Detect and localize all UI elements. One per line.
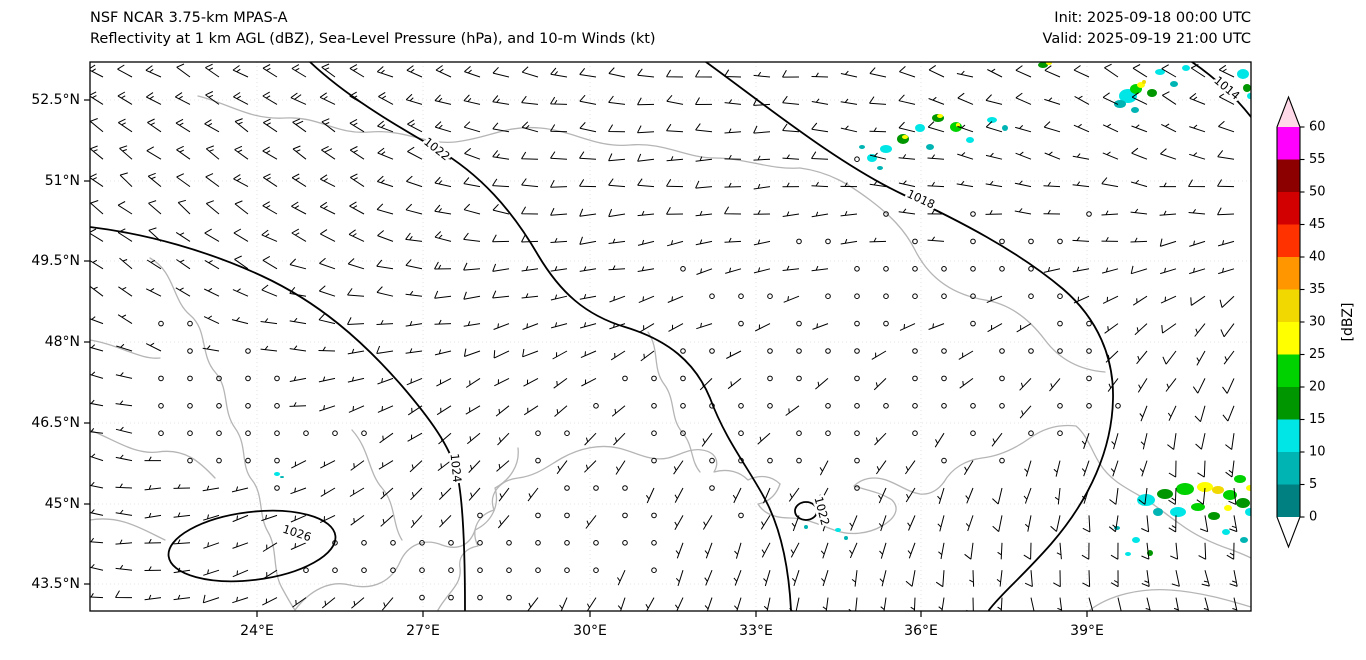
colorbar-segment <box>1277 484 1300 517</box>
contour-label: 1026 <box>281 522 313 544</box>
x-tick-label: 36°E <box>904 623 938 639</box>
colorbar-tick-label: 35 <box>1309 282 1326 297</box>
colorbar-segment <box>1277 192 1300 225</box>
wind-barb-field <box>90 63 1238 611</box>
contour-label: 1022 <box>811 495 832 527</box>
contour-label: 1018 <box>905 186 937 211</box>
y-tick-label: 48°N <box>45 334 80 350</box>
title-block: NSF NCAR 3.75-km MPAS-A Reflectivity at … <box>90 8 656 50</box>
contour-labels: 1022 1018 1014 1024 1026 1022 <box>278 71 1245 547</box>
contour-label: 1022 <box>421 134 453 163</box>
plot-frame <box>89 61 1252 612</box>
colorbar-segment <box>1277 322 1300 355</box>
colorbar: 0 5 10 15 20 25 30 35 40 45 50 55 60 [dBZ] <box>1276 95 1356 549</box>
colorbar-tick-label: 60 <box>1309 120 1326 135</box>
x-tick-label: 24°E <box>240 623 274 639</box>
contour-label: 1024 <box>448 453 465 484</box>
grid-lines <box>90 62 1251 611</box>
chart-title: NSF NCAR 3.75-km MPAS-A <box>90 10 288 26</box>
colorbar-tick-label: 30 <box>1309 315 1326 330</box>
colorbar-tick-label: 40 <box>1309 250 1326 265</box>
colorbar-segment <box>1277 387 1300 420</box>
chart-subtitle: Reflectivity at 1 km AGL (dBZ), Sea-Leve… <box>90 31 656 47</box>
reflectivity-echoes <box>274 62 1251 556</box>
colorbar-segment <box>1277 354 1300 387</box>
colorbar-tick-label: 55 <box>1309 152 1326 167</box>
y-tick-label: 46.5°N <box>31 415 80 431</box>
colorbar-unit-label: [dBZ] <box>1340 302 1356 341</box>
time-block: Init: 2025-09-18 00:00 UTC Valid: 2025-0… <box>1043 8 1251 50</box>
colorbar-under-arrow <box>1277 517 1300 547</box>
colorbar-tick-label: 10 <box>1309 445 1326 460</box>
pressure-contours <box>90 62 1251 611</box>
y-tick-label: 52.5°N <box>31 92 80 108</box>
colorbar-tick-label: 20 <box>1309 380 1326 395</box>
x-tick-label: 30°E <box>573 623 607 639</box>
colorbar-segment <box>1277 419 1300 452</box>
contour-label: 1014 <box>1211 73 1242 103</box>
colorbar-over-arrow <box>1277 97 1300 127</box>
colorbar-tick-label: 45 <box>1309 217 1326 232</box>
y-tick-label: 51°N <box>45 173 80 189</box>
colorbar-segment <box>1277 452 1300 485</box>
init-time: Init: 2025-09-18 00:00 UTC <box>1054 10 1251 26</box>
axes: 24°E 27°E 30°E 33°E 36°E 39°E 52.5°N 51°N 49.5°N… <box>31 92 1103 639</box>
colorbar-segment <box>1277 289 1300 322</box>
y-tick-label: 45°N <box>45 496 80 512</box>
colorbar-segment <box>1277 159 1300 192</box>
colorbar-tick-label: 15 <box>1309 412 1326 427</box>
colorbar-segment <box>1277 127 1300 160</box>
x-tick-label: 39°E <box>1070 623 1104 639</box>
colorbar-segment <box>1277 257 1300 290</box>
colorbar-segment <box>1277 224 1300 257</box>
x-tick-label: 27°E <box>406 623 440 639</box>
x-tick-label: 33°E <box>739 623 773 639</box>
colorbar-tick-label: 50 <box>1309 185 1326 200</box>
colorbar-tick-label: 0 <box>1309 510 1317 525</box>
y-tick-label: 43.5°N <box>31 576 80 592</box>
valid-time: Valid: 2025-09-19 21:00 UTC <box>1042 31 1251 47</box>
colorbar-tick-label: 5 <box>1309 477 1317 492</box>
colorbar-tick-label: 25 <box>1309 347 1326 362</box>
y-tick-label: 49.5°N <box>31 253 80 269</box>
country-borders <box>90 95 1251 611</box>
